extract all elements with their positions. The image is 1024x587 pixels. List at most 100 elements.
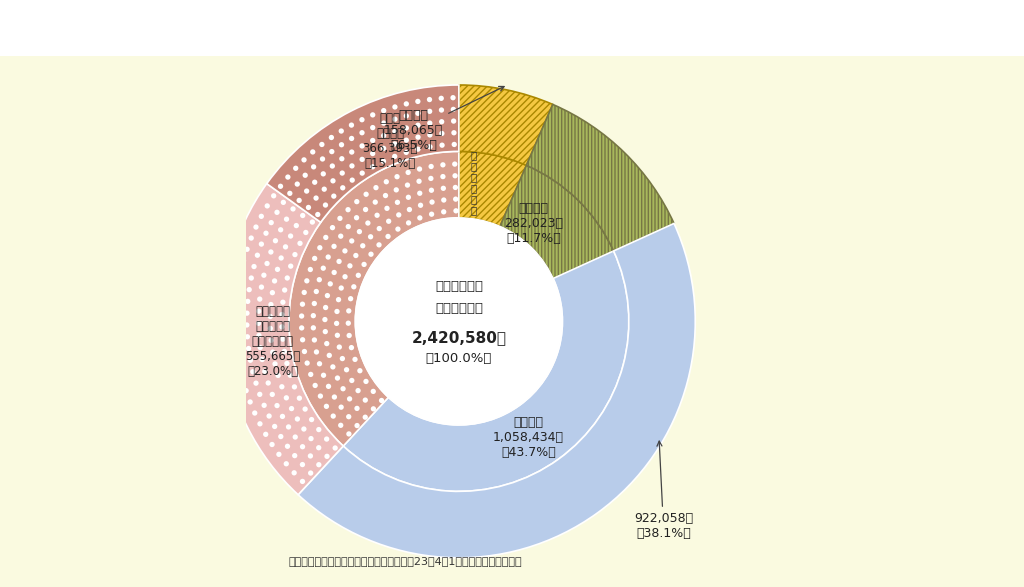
Circle shape: [325, 454, 330, 459]
Circle shape: [407, 207, 412, 212]
Circle shape: [302, 173, 308, 178]
Circle shape: [271, 193, 276, 198]
Circle shape: [324, 341, 330, 346]
Circle shape: [238, 269, 244, 275]
Circle shape: [346, 414, 351, 419]
Circle shape: [395, 200, 400, 205]
Circle shape: [361, 262, 367, 267]
Circle shape: [362, 397, 368, 403]
Text: 922,058人
（38.1%）: 922,058人 （38.1%）: [634, 441, 693, 540]
Circle shape: [342, 274, 348, 279]
Wedge shape: [526, 104, 674, 251]
Circle shape: [288, 373, 293, 378]
Circle shape: [310, 325, 316, 330]
Circle shape: [272, 361, 278, 366]
Circle shape: [364, 191, 369, 197]
Circle shape: [381, 108, 386, 113]
Circle shape: [279, 255, 284, 261]
Circle shape: [439, 119, 444, 124]
Circle shape: [338, 234, 343, 239]
Circle shape: [374, 185, 379, 190]
Circle shape: [323, 317, 328, 322]
Circle shape: [428, 176, 433, 181]
Circle shape: [377, 226, 382, 231]
Circle shape: [301, 157, 306, 163]
Circle shape: [377, 242, 382, 248]
Circle shape: [329, 149, 335, 154]
Circle shape: [451, 95, 456, 100]
Circle shape: [270, 349, 275, 355]
Circle shape: [313, 349, 319, 355]
Circle shape: [316, 361, 323, 366]
Circle shape: [315, 212, 321, 217]
Circle shape: [427, 109, 432, 114]
Bar: [0, 52, 1024, 56]
Circle shape: [316, 445, 322, 450]
Circle shape: [268, 338, 273, 343]
Circle shape: [440, 162, 445, 167]
Circle shape: [325, 293, 330, 298]
Circle shape: [252, 410, 257, 416]
Circle shape: [386, 218, 391, 224]
Circle shape: [394, 174, 399, 180]
Circle shape: [406, 220, 412, 225]
Text: （普通会計）: （普通会計）: [435, 302, 483, 315]
Circle shape: [328, 281, 333, 286]
Text: 政: 政: [470, 183, 476, 193]
Text: 民生・
衛生関係
366,393人
（15.1%）: 民生・ 衛生関係 366,393人 （15.1%）: [362, 112, 418, 170]
Circle shape: [337, 259, 342, 264]
Circle shape: [381, 133, 386, 139]
Circle shape: [246, 346, 251, 351]
Circle shape: [379, 398, 384, 403]
Circle shape: [288, 264, 293, 269]
Circle shape: [301, 290, 307, 295]
Circle shape: [416, 147, 421, 152]
Text: 第58図: 第58図: [33, 16, 84, 35]
Circle shape: [359, 130, 365, 136]
Circle shape: [354, 215, 359, 220]
Circle shape: [275, 373, 281, 378]
Circle shape: [261, 272, 266, 278]
Circle shape: [300, 213, 305, 218]
Circle shape: [323, 329, 328, 334]
Circle shape: [451, 107, 456, 112]
Circle shape: [259, 241, 264, 247]
Circle shape: [440, 185, 446, 191]
Circle shape: [232, 305, 239, 311]
Circle shape: [403, 150, 409, 155]
Circle shape: [352, 357, 357, 362]
Circle shape: [240, 376, 246, 382]
Circle shape: [259, 285, 264, 290]
Circle shape: [289, 406, 294, 411]
Circle shape: [429, 211, 434, 217]
Circle shape: [333, 446, 338, 451]
Circle shape: [304, 278, 309, 284]
Circle shape: [403, 126, 409, 131]
Circle shape: [349, 177, 355, 183]
Circle shape: [309, 220, 315, 225]
Circle shape: [416, 110, 421, 116]
Circle shape: [302, 349, 307, 354]
Circle shape: [340, 386, 346, 392]
Circle shape: [404, 183, 411, 188]
Circle shape: [354, 423, 359, 429]
Circle shape: [323, 203, 328, 208]
Circle shape: [321, 171, 326, 177]
Circle shape: [232, 329, 238, 335]
Circle shape: [340, 185, 345, 190]
Wedge shape: [343, 251, 629, 491]
Circle shape: [285, 361, 290, 366]
Circle shape: [247, 287, 252, 292]
Circle shape: [283, 244, 288, 249]
Circle shape: [453, 161, 458, 167]
Circle shape: [429, 200, 435, 205]
Circle shape: [349, 378, 354, 383]
Circle shape: [454, 208, 459, 214]
Text: 地方公務員数の状況: 地方公務員数の状況: [133, 16, 239, 35]
Circle shape: [280, 312, 285, 317]
Circle shape: [415, 99, 421, 104]
Circle shape: [308, 436, 313, 441]
Wedge shape: [267, 85, 459, 222]
Text: 2,420,580人: 2,420,580人: [412, 330, 507, 345]
Circle shape: [308, 470, 313, 475]
